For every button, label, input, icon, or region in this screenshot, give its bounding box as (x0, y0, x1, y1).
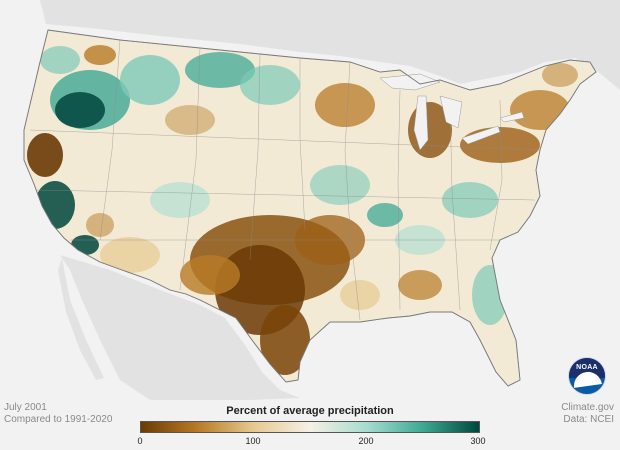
noaa-logo-sky (569, 358, 605, 378)
noaa-logo-text: NOAA (576, 364, 598, 371)
map-date-info: July 2001 Compared to 1991-2020 (4, 402, 112, 426)
noaa-logo: NOAA (568, 357, 606, 395)
baseline-period: Compared to 1991-2020 (4, 414, 113, 425)
state-borders (29, 39, 541, 321)
precipitation-map (23, 0, 620, 400)
legend-tick-300: 300 (470, 436, 486, 446)
legend-tick-200: 200 (358, 436, 374, 446)
mexico-landmass (60, 255, 300, 400)
legend-color-bar (140, 421, 480, 433)
lake-superior (379, 73, 441, 91)
canada-landmass (40, 0, 620, 90)
us-outline (23, 29, 597, 387)
lake-erie (461, 125, 501, 145)
legend-tick-100: 100 (245, 436, 261, 446)
legend-title: Percent of average precipitation (226, 405, 394, 417)
credit-data: Data: NCEI (563, 414, 614, 425)
map-svg (23, 0, 620, 400)
map-credits: Climate.gov Data: NCEI (561, 402, 614, 426)
legend-tick-0: 0 (137, 436, 143, 446)
lake-michigan (413, 95, 429, 151)
map-date: July 2001 (4, 402, 47, 413)
credit-site: Climate.gov (561, 402, 614, 413)
baja-peninsula (58, 258, 104, 380)
lake-huron (439, 95, 463, 129)
lake-ontario (499, 111, 525, 123)
